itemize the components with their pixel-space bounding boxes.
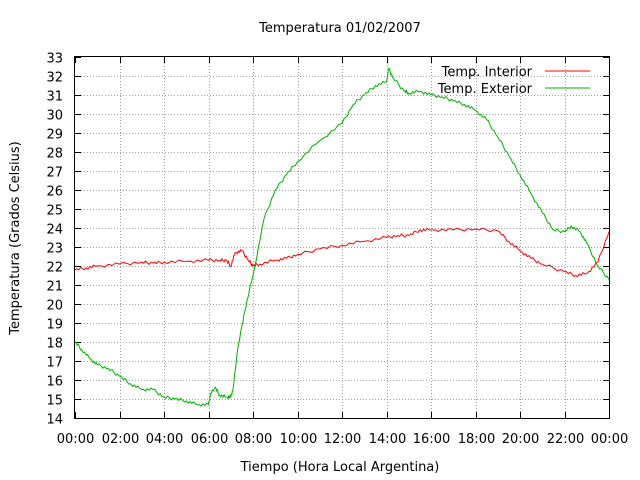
x-tick-label: 00:00 xyxy=(591,432,628,447)
y-tick-label: 30 xyxy=(46,109,63,124)
x-tick-label: 20:00 xyxy=(502,432,539,447)
y-tick-label: 24 xyxy=(46,223,63,238)
y-tick-label: 27 xyxy=(46,166,63,181)
y-tick-label: 21 xyxy=(46,280,63,295)
x-tick-label: 16:00 xyxy=(413,432,450,447)
x-tick-label: 10:00 xyxy=(280,432,317,447)
series-lines xyxy=(74,67,610,407)
x-tick-label: 02:00 xyxy=(102,432,139,447)
y-tick-label: 20 xyxy=(46,299,63,314)
y-tick-label: 26 xyxy=(46,185,63,200)
y-tick-label: 14 xyxy=(46,413,63,428)
y-tick-label: 18 xyxy=(46,337,63,352)
x-axis-ticks: 00:00 02:00 04:00 06:00 08:00 10:00 12:00 14:00… xyxy=(57,57,628,447)
series-line-interior xyxy=(74,227,610,278)
y-axis-label: Temperatura (Grados Celsius) xyxy=(8,141,23,335)
x-tick-label: 04:00 xyxy=(146,432,183,447)
y-tick-label: 15 xyxy=(46,394,63,409)
legend-label-exterior: Temp. Exterior xyxy=(437,82,533,97)
y-tick-label: 17 xyxy=(46,356,63,371)
x-axis-label: Tiempo (Hora Local Argentina) xyxy=(240,460,440,475)
y-tick-label: 16 xyxy=(46,375,63,390)
y-tick-label: 33 xyxy=(46,52,63,67)
chart-title: Temperatura 01/02/2007 xyxy=(258,21,421,36)
y-tick-label: 28 xyxy=(46,147,63,162)
legend-label-interior: Temp. Interior xyxy=(441,65,533,80)
series-line-exterior xyxy=(74,67,610,407)
y-tick-label: 25 xyxy=(46,204,63,219)
y-tick-label: 23 xyxy=(46,242,63,257)
x-tick-label: 06:00 xyxy=(191,432,228,447)
y-tick-label: 31 xyxy=(46,90,63,105)
x-tick-label: 12:00 xyxy=(324,432,361,447)
y-tick-label: 29 xyxy=(46,128,63,143)
grid-lines xyxy=(75,57,609,418)
x-tick-label: 22:00 xyxy=(547,432,584,447)
legend: Temp. Interior Temp. Exterior xyxy=(437,65,590,97)
x-tick-label: 14:00 xyxy=(369,432,406,447)
x-tick-label: 18:00 xyxy=(458,432,495,447)
y-axis-ticks: 14 15 16 17 18 19 20 21 22 23 24 25 26 27 28 29 30 31 32 33 xyxy=(46,52,609,428)
y-tick-label: 19 xyxy=(46,318,63,333)
x-tick-label: 08:00 xyxy=(235,432,272,447)
plot-border xyxy=(74,56,610,419)
y-tick-label: 22 xyxy=(46,261,63,276)
y-tick-label: 32 xyxy=(46,71,63,86)
x-tick-label: 00:00 xyxy=(57,432,94,447)
